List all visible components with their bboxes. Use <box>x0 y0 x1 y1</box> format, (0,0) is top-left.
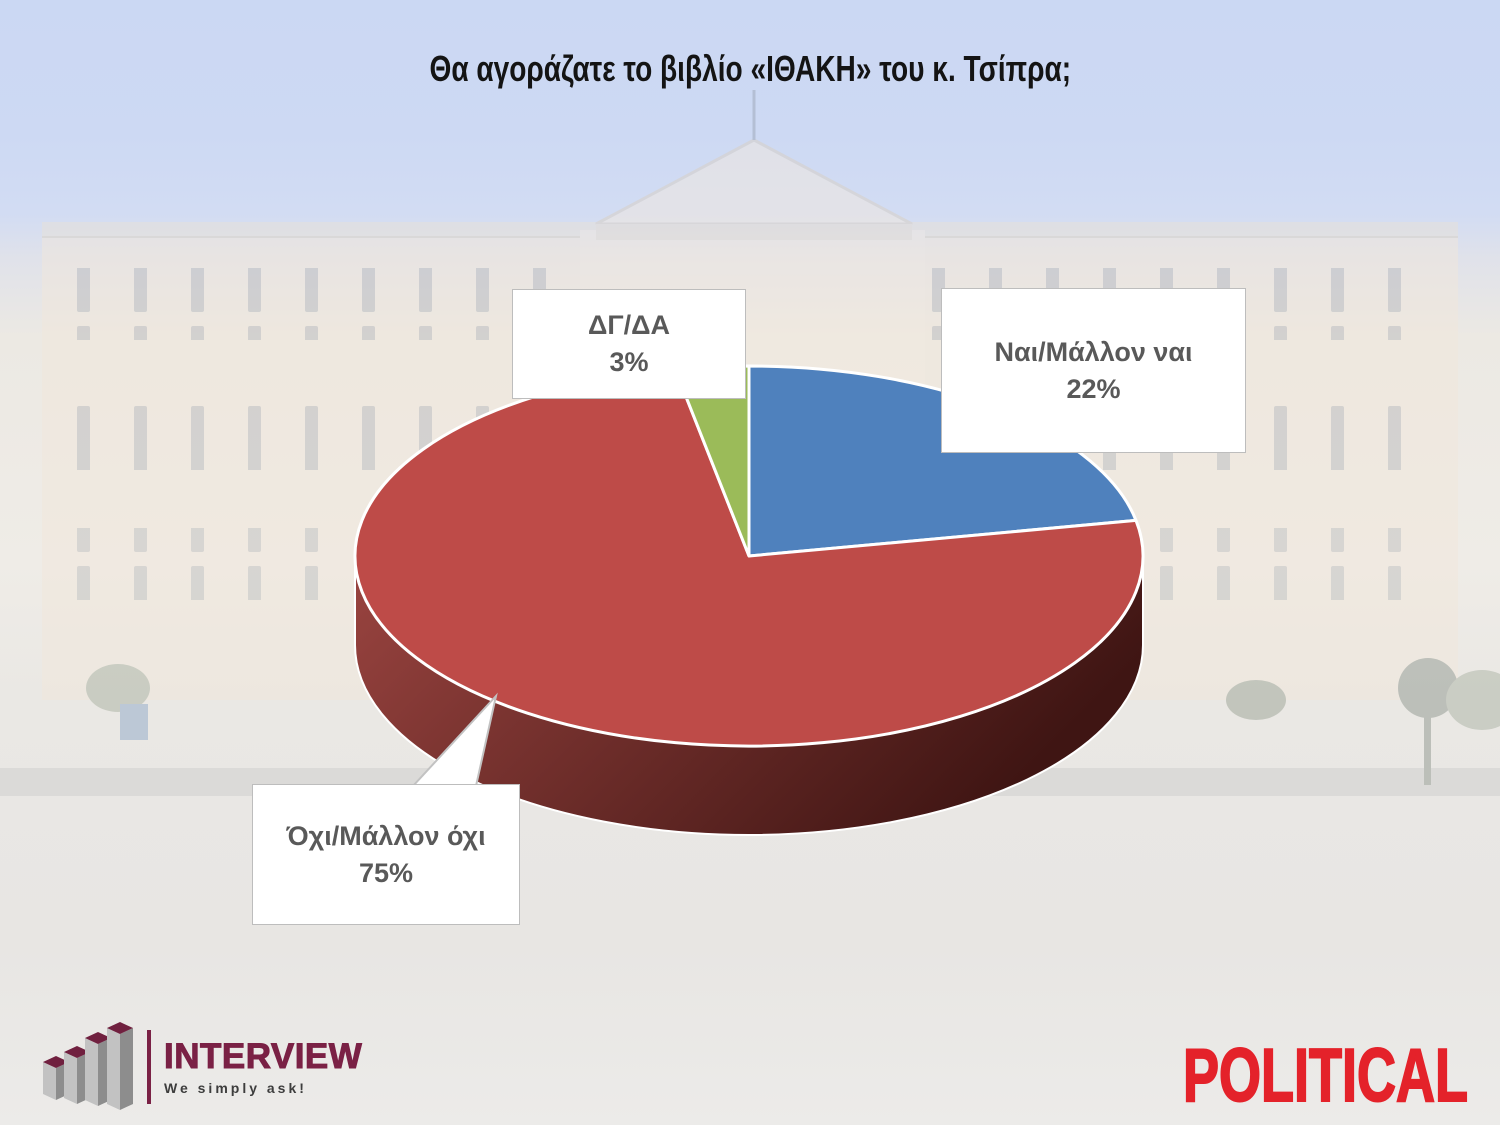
logo-divider <box>147 1030 151 1104</box>
callout-label-no: Όχι/Μάλλον όχι <box>286 820 486 851</box>
callout-box-yes: Ναι/Μάλλον ναι 22% <box>941 288 1246 453</box>
callout-value-yes: 22% <box>1066 373 1121 404</box>
interview-logo: INTERVIEW We simply ask! <box>43 1022 362 1112</box>
political-logo: POLITICAL <box>1182 1033 1468 1117</box>
callout-box-dgda: ΔΓ/ΔΑ 3% <box>512 289 746 399</box>
callout-label-yes: Ναι/Μάλλον ναι <box>994 336 1193 367</box>
callout-value-no: 75% <box>358 857 414 888</box>
tree-right <box>1398 658 1458 718</box>
callout-box-no: Όχι/Μάλλον όχι 75% <box>252 784 520 925</box>
callout-label-dgda: ΔΓ/ΔΑ <box>587 310 671 340</box>
interview-tagline: We simply ask! <box>164 1079 307 1096</box>
guard-hut <box>120 704 148 740</box>
bush-far-right <box>1446 670 1500 730</box>
interview-wordmark: INTERVIEW We simply ask! <box>163 1036 363 1096</box>
chart-title: Θα αγοράζατε το βιβλίο «ΙΘΑΚΗ» του κ. Τσ… <box>429 48 1071 89</box>
pie-slices <box>353 364 1145 836</box>
page-title: Θα αγοράζατε το βιβλίο «ΙΘΑΚΗ» του κ. Τσ… <box>0 48 1500 90</box>
bush-left <box>86 664 150 712</box>
callout-value-dgda: 3% <box>609 347 649 377</box>
interview-name: INTERVIEW <box>163 1036 363 1076</box>
tree-trunk <box>1424 700 1431 785</box>
bush-right <box>1226 680 1286 720</box>
pie-slice-1 <box>353 367 1145 748</box>
bar-chart-icon <box>43 1022 133 1110</box>
architrave <box>596 224 912 240</box>
